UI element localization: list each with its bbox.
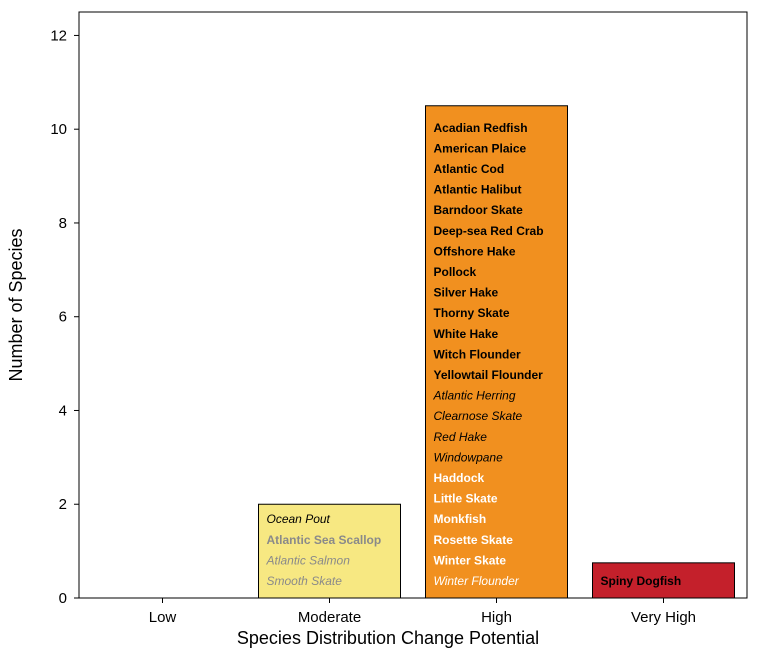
x-tick-label: Low	[149, 609, 177, 626]
species-label: Haddock	[434, 471, 485, 485]
species-label: Rosette Skate	[434, 533, 514, 547]
species-label: Monkfish	[434, 512, 487, 526]
y-tick-label: 6	[59, 309, 67, 326]
x-tick-label: High	[481, 609, 512, 626]
species-label: White Hake	[434, 327, 499, 341]
species-label: Pollock	[434, 265, 477, 279]
species-label: Atlantic Halibut	[434, 183, 522, 197]
x-tick-label: Very High	[631, 609, 696, 626]
y-tick-label: 0	[59, 590, 67, 607]
species-label: Yellowtail Flounder	[434, 368, 544, 382]
species-label: Winter Flounder	[434, 574, 520, 588]
species-label: Windowpane	[434, 450, 504, 464]
species-label: Atlantic Sea Scallop	[267, 533, 382, 547]
y-axis-title: Number of Species	[6, 228, 26, 381]
species-label: Smooth Skate	[267, 574, 343, 588]
x-axis: Low Moderate High Very High	[149, 598, 696, 626]
species-label: Atlantic Cod	[434, 162, 505, 176]
species-label: Red Hake	[434, 430, 488, 444]
species-label: American Plaice	[434, 141, 527, 155]
y-tick-label: 12	[50, 27, 67, 44]
plot-frame	[78, 11, 748, 599]
y-tick-label: 4	[59, 402, 67, 419]
species-label: Silver Hake	[434, 286, 499, 300]
x-axis-title: Species Distribution Change Potential	[237, 628, 539, 648]
species-label: Winter Skate	[434, 553, 507, 567]
species-label: Barndoor Skate	[434, 203, 524, 217]
bars-layer	[258, 105, 735, 599]
y-axis: 0 2 4 6 8 10 12	[50, 27, 79, 607]
species-label: Acadian Redfish	[434, 121, 528, 135]
species-label: Atlantic Salmon	[266, 553, 351, 567]
species-label: Little Skate	[434, 492, 498, 506]
y-tick-label: 8	[59, 215, 67, 232]
species-label: Spiny Dogfish	[601, 574, 682, 588]
species-label: Thorny Skate	[434, 306, 510, 320]
species-label: Offshore Hake	[434, 244, 516, 258]
y-tick-label: 2	[59, 496, 67, 513]
y-tick-label: 10	[50, 121, 67, 138]
x-tick-label: Moderate	[298, 609, 361, 626]
bar-very-high	[592, 562, 735, 599]
species-label: Clearnose Skate	[434, 409, 523, 423]
species-label: Witch Flounder	[434, 347, 522, 361]
species-label: Deep-sea Red Crab	[434, 224, 544, 238]
species-label: Atlantic Herring	[433, 389, 516, 403]
species-labels-layer: Ocean Pout Atlantic Sea Scallop Atlantic S…	[266, 121, 682, 588]
bar-high	[425, 105, 568, 599]
bar-moderate	[258, 503, 401, 599]
species-label: Ocean Pout	[267, 512, 331, 526]
